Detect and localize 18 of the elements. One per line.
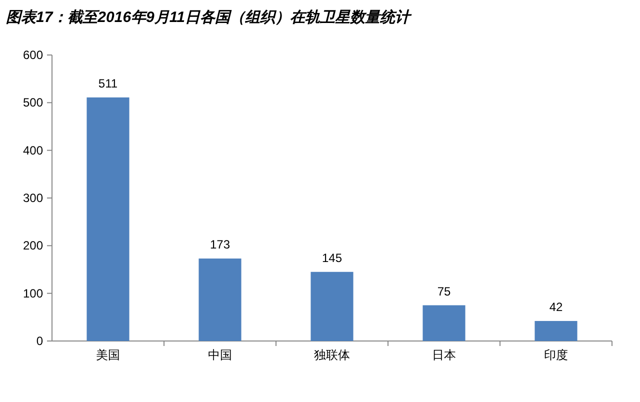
y-tick-label: 600 xyxy=(22,48,44,62)
x-tick-label: 印度 xyxy=(544,348,568,362)
y-tick-label: 500 xyxy=(22,96,44,110)
y-tick-label: 300 xyxy=(22,191,44,205)
y-tick-label: 0 xyxy=(36,334,44,348)
data-label: 42 xyxy=(549,300,563,314)
y-tick-label: 400 xyxy=(22,143,44,158)
x-tick-label: 美国 xyxy=(96,348,120,362)
data-label: 173 xyxy=(210,238,230,252)
data-label: 511 xyxy=(98,76,118,90)
title: 图表17：截至2016年9月11日各国（组织）在轨卫星数量统计 xyxy=(6,9,410,26)
x-tick-label: 日本 xyxy=(432,348,456,362)
x-tick-label: 独联体 xyxy=(314,348,350,362)
data-label: 75 xyxy=(437,284,451,298)
x-tick-label: 中国 xyxy=(208,348,232,362)
y-tick-label: 100 xyxy=(22,286,44,300)
y-tick-label: 200 xyxy=(22,238,44,253)
data-label: 145 xyxy=(322,250,342,265)
